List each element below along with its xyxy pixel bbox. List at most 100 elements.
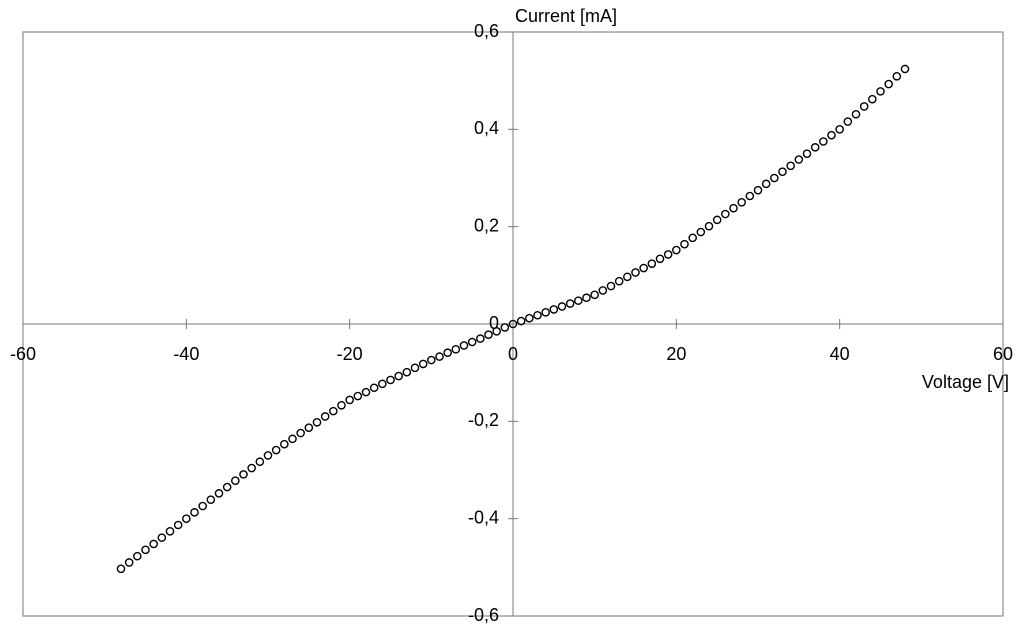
data-point [500, 323, 510, 332]
data-point [173, 520, 183, 530]
x-tick-label: -40 [173, 344, 199, 364]
data-point [549, 305, 559, 314]
data-point [443, 348, 452, 358]
data-point [688, 233, 697, 243]
x-tick-label: 20 [666, 344, 686, 364]
data-point [900, 64, 910, 74]
data-point [851, 109, 861, 119]
data-point [892, 71, 902, 81]
data-point [778, 167, 787, 176]
data-point [786, 161, 795, 171]
data-point [802, 149, 812, 158]
data-point [369, 383, 379, 393]
data-point [696, 227, 706, 237]
data-point [721, 209, 730, 219]
data-point [647, 259, 657, 268]
data-point [737, 198, 746, 207]
data-point [598, 286, 608, 295]
data-point [222, 482, 232, 492]
data-point [149, 539, 158, 549]
data-point [133, 551, 142, 561]
data-point [206, 495, 216, 504]
data-point [451, 345, 461, 354]
data-point [745, 191, 755, 201]
data-point [655, 254, 665, 264]
x-tick-label: 40 [830, 344, 850, 364]
data-point [263, 451, 273, 460]
data-point [614, 276, 624, 286]
data-point [753, 185, 763, 195]
data-point [280, 439, 289, 449]
data-point [435, 352, 444, 361]
data-point [402, 367, 412, 377]
data-point [329, 406, 338, 416]
y-tick-label: -0,2 [468, 410, 499, 430]
x-tick-label: 0 [508, 344, 518, 364]
y-tick-label: 0,2 [474, 215, 499, 235]
data-point [574, 296, 583, 305]
data-point [296, 428, 305, 438]
data-point [810, 143, 820, 152]
data-point [729, 203, 738, 213]
data-point [680, 239, 689, 249]
data-point [271, 445, 281, 455]
data-point [492, 326, 501, 336]
data-point [165, 527, 175, 536]
data-point [639, 263, 648, 273]
data-point [345, 395, 354, 405]
x-tick-label: 60 [993, 344, 1013, 364]
data-point [182, 514, 191, 523]
y-tick-label: 0,4 [474, 118, 499, 138]
y-tick-label: 0,6 [474, 21, 499, 41]
data-point [835, 125, 844, 134]
data-point [859, 102, 869, 111]
data-point [712, 215, 722, 225]
data-point [525, 313, 534, 323]
data-point [761, 179, 771, 189]
data-point [231, 476, 240, 486]
data-point [418, 359, 428, 369]
data-point [508, 319, 518, 329]
x-tick-label: -60 [10, 344, 36, 364]
data-point [557, 302, 567, 311]
data-point [606, 281, 616, 291]
data-point [868, 94, 877, 104]
data-point [467, 337, 477, 347]
y-tick-label: -0,4 [468, 507, 499, 527]
data-point [484, 330, 493, 340]
data-point [704, 221, 714, 231]
data-point [663, 250, 673, 259]
data-point [378, 379, 387, 389]
data-point [794, 155, 804, 164]
data-point [239, 470, 248, 479]
data-point [116, 564, 126, 574]
data-point [320, 412, 330, 421]
y-axis-label: Current [mA] [515, 6, 617, 26]
data-point [876, 87, 885, 96]
data-point [565, 299, 575, 308]
data-point [884, 79, 893, 89]
data-point [631, 268, 640, 277]
data-point [590, 290, 599, 300]
data-point [124, 558, 134, 567]
x-axis-label: Voltage [V] [922, 372, 1009, 392]
data-point [247, 463, 256, 473]
data-point [288, 434, 297, 444]
data-point [312, 418, 322, 427]
data-point [353, 391, 363, 401]
data-point [516, 316, 526, 326]
data-point [141, 545, 150, 555]
data-point [843, 117, 853, 126]
data-point [476, 334, 485, 343]
data-point [190, 508, 199, 517]
data-point [672, 245, 681, 255]
data-point [459, 341, 469, 350]
data-point [337, 400, 346, 410]
data-point [827, 130, 836, 140]
data-point [623, 272, 632, 282]
data-point [214, 489, 224, 498]
data-point [361, 387, 371, 397]
data-point [541, 308, 550, 317]
y-tick-label: -0,6 [468, 605, 499, 625]
